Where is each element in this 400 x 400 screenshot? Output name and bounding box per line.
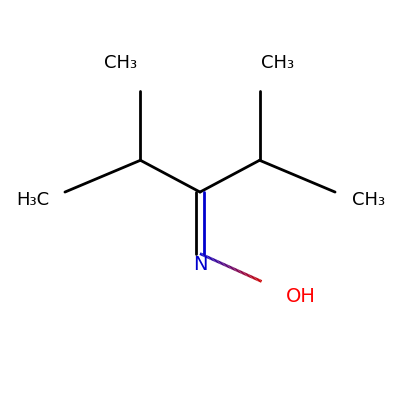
- Text: CH₃: CH₃: [261, 54, 294, 72]
- Text: OH: OH: [286, 287, 316, 306]
- Text: CH₃: CH₃: [104, 54, 137, 72]
- Text: N: N: [193, 255, 207, 274]
- Text: H₃C: H₃C: [17, 191, 50, 209]
- Text: CH₃: CH₃: [352, 191, 385, 209]
